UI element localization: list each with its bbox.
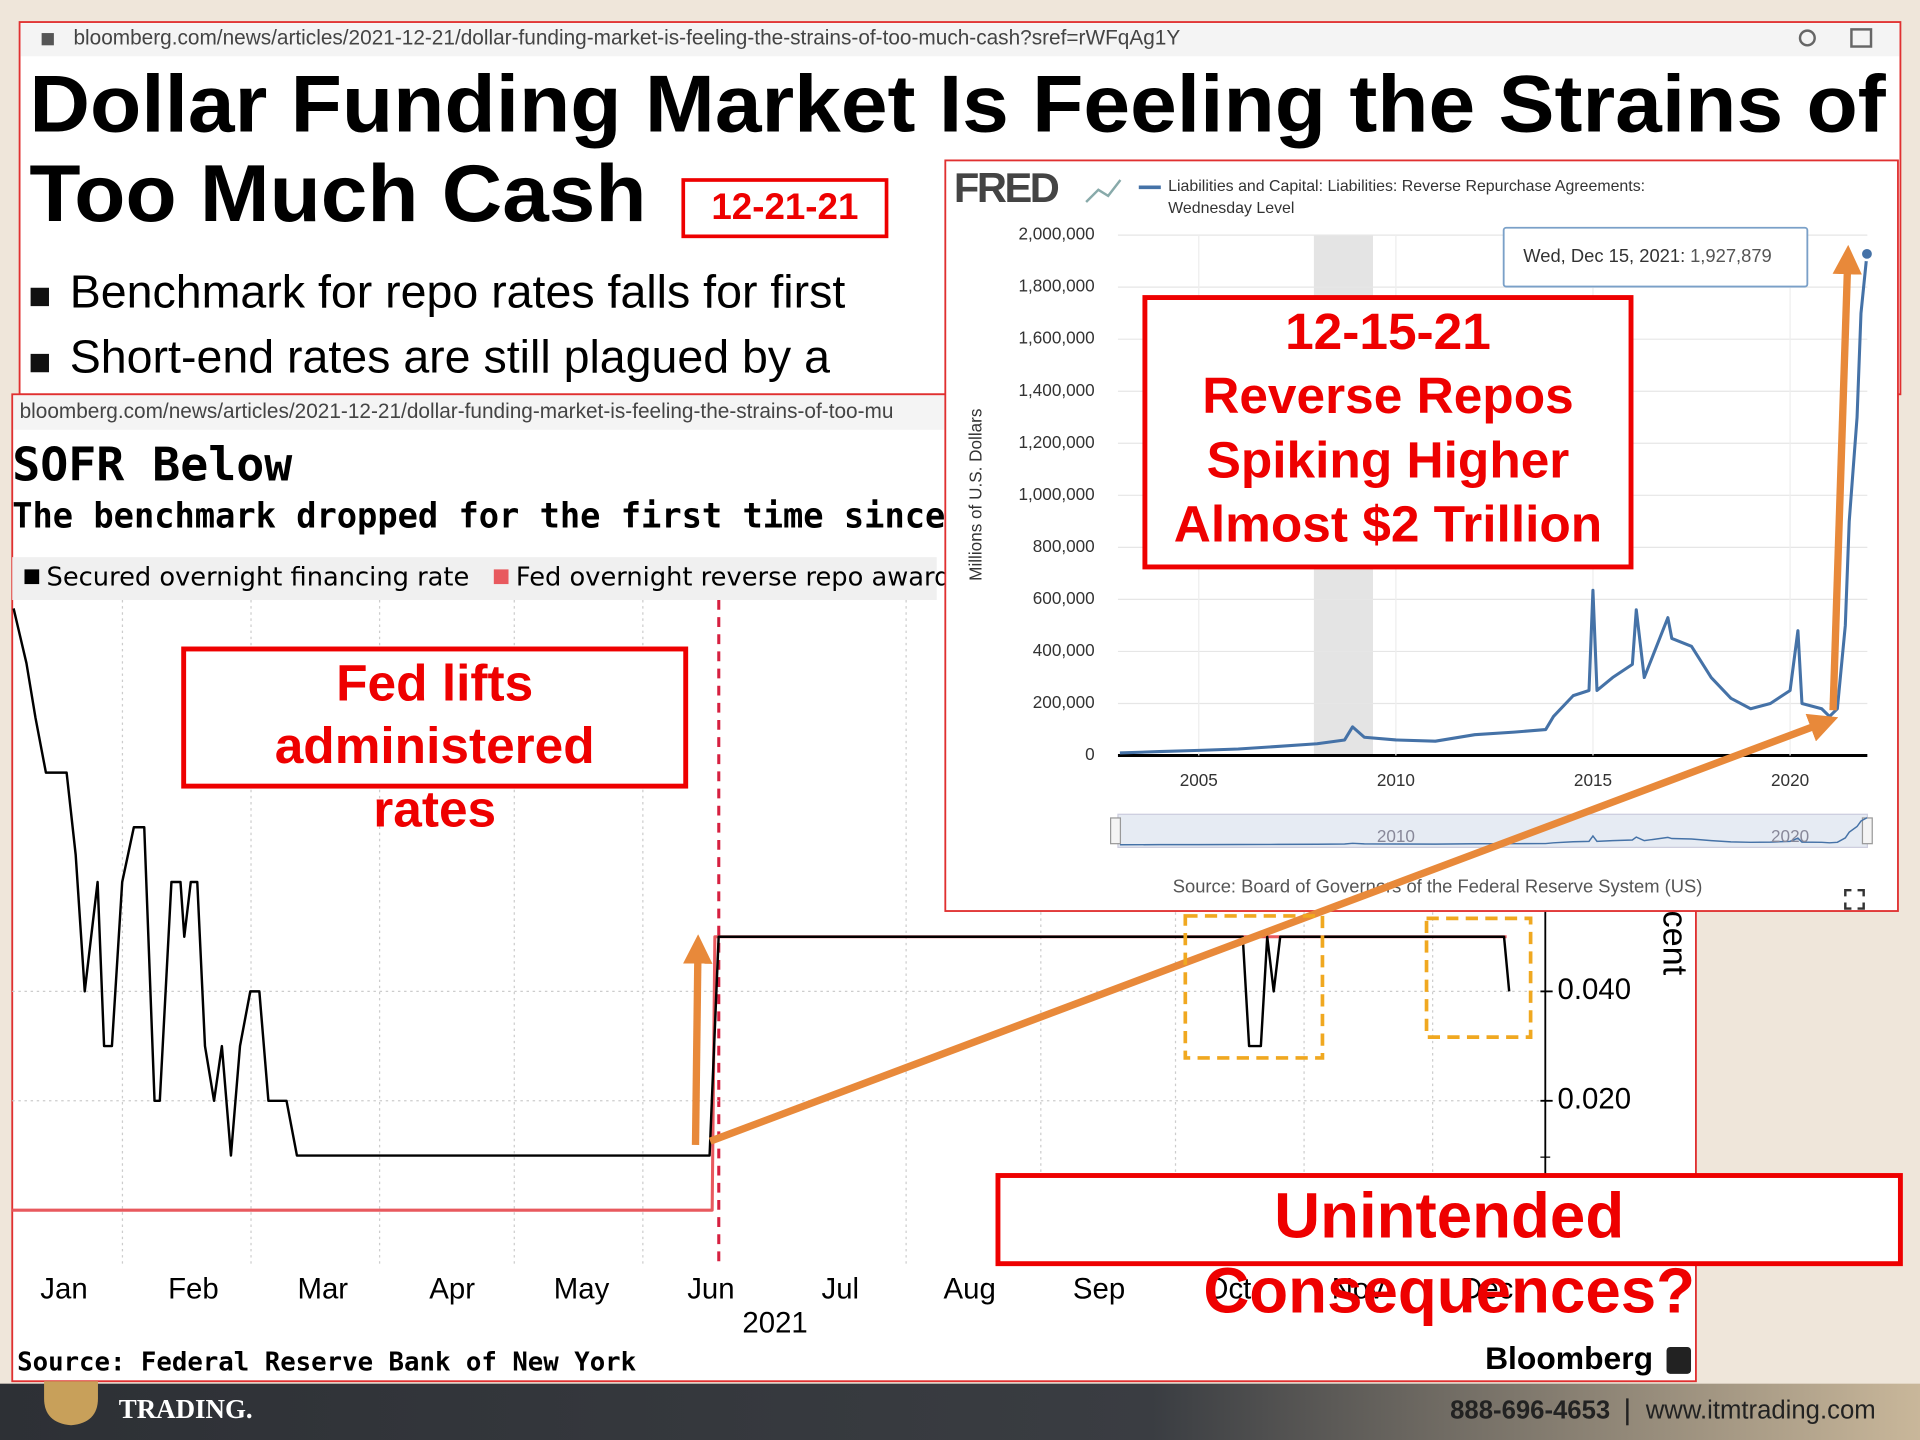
arrow xyxy=(1829,244,1862,711)
highlight-box xyxy=(1424,916,1533,1039)
source: Source: Board of Governors of the Federa… xyxy=(1173,876,1703,897)
x-tick-label: 2020 xyxy=(1771,770,1809,790)
y-tick-label: 1,400,000 xyxy=(1019,380,1095,400)
unintended-text: Unintended xyxy=(1274,1181,1624,1252)
legend-box xyxy=(12,557,937,600)
x-axis-label: 2021 xyxy=(742,1307,807,1340)
x-tick-label: 2015 xyxy=(1574,770,1612,790)
legend-text: Liabilities and Capital: Liabilities: Re… xyxy=(1168,176,1646,217)
y-tick-label: 600,000 xyxy=(1033,588,1095,608)
headline: Dollar Funding Market Is Feeling the Str… xyxy=(29,60,1886,150)
url-bar xyxy=(20,23,1900,57)
source: Source: Federal Reserve Bank of New York xyxy=(17,1347,637,1377)
highlight-box xyxy=(1183,914,1325,1060)
x-tick-label: Nov xyxy=(1332,1272,1385,1305)
reverse-repos-text: Almost $2 Trillion xyxy=(1174,494,1602,552)
brand: Bloomberg xyxy=(1485,1340,1653,1376)
headline: Too Much Cash xyxy=(29,149,646,239)
unintended-box xyxy=(995,1173,1903,1267)
y-axis-label: Millions of U.S. Dollars xyxy=(966,409,986,581)
y-tick-label: 200,000 xyxy=(1033,692,1095,712)
y-tick-label: 2,000,000 xyxy=(1019,224,1095,244)
x-tick-label: Dec xyxy=(1461,1272,1513,1305)
y-axis-label: cent xyxy=(1656,910,1694,975)
x-tick-label: Jul xyxy=(822,1272,860,1305)
reverse-repos-text: Reverse Repos xyxy=(1202,366,1573,424)
x-tick-label: Apr xyxy=(429,1272,475,1305)
legend-swatch xyxy=(24,569,40,585)
x-tick-label: Mar xyxy=(297,1272,348,1305)
tooltip-date: Wed, Dec 15, 2021: xyxy=(1523,245,1685,266)
logo-graph xyxy=(1085,179,1122,203)
y-tick-label: 0.020 xyxy=(1558,1083,1632,1116)
x-tick-label: 2005 xyxy=(1180,770,1218,790)
arrow xyxy=(683,934,713,1145)
x-tick-label: Aug xyxy=(944,1272,996,1305)
x-tick-label: Jan xyxy=(40,1272,87,1305)
lock-icon xyxy=(41,33,54,46)
chart-subtitle: The benchmark dropped for the first time… xyxy=(12,496,945,536)
navigator-label: 2010 xyxy=(1377,826,1415,846)
legend: Liabilities and Capital: Liabilities: Re… xyxy=(1168,176,1646,217)
legend-swatch xyxy=(493,569,509,585)
navigator-handle xyxy=(1110,817,1122,845)
navigator-line xyxy=(1119,817,1868,846)
y-tick-label: 0 xyxy=(1085,744,1095,764)
y-tick-label: 1,000,000 xyxy=(1019,484,1095,504)
logo-mark xyxy=(44,1381,98,1426)
x-tick-label: Feb xyxy=(168,1272,219,1305)
legend-label: Fed overnight reverse repo award rate xyxy=(516,562,1011,592)
navigator-label: 2020 xyxy=(1771,826,1809,846)
fed-lifts-box xyxy=(181,646,689,789)
tooltip-value: 1,927,879 xyxy=(1690,245,1772,266)
url: bloomberg.com/news/articles/2021-12-21/d… xyxy=(73,27,1180,50)
brand-icon xyxy=(1666,1346,1692,1374)
footer-logo: TRADING. xyxy=(119,1394,253,1424)
footer-bar xyxy=(0,1383,1920,1440)
reverse-repos-text: Spiking Higher xyxy=(1207,431,1570,489)
y-tick-label: 1,200,000 xyxy=(1019,432,1095,452)
date-tag: 12-21-21 xyxy=(711,186,858,227)
bullet-text: Short-end rates are still plagued by a xyxy=(70,330,830,382)
x-tick-label: Sep xyxy=(1073,1272,1125,1305)
tooltip-point xyxy=(1859,246,1875,262)
unintended-text: Consequences? xyxy=(1203,1255,1695,1326)
x-tick-label: Oct xyxy=(1206,1272,1252,1305)
fred-logo: FRED xyxy=(954,164,1059,211)
bullet xyxy=(30,287,49,307)
fed-lifts-text: administered xyxy=(275,716,595,774)
share-icon xyxy=(1850,28,1873,48)
navigator-handle xyxy=(1861,817,1873,845)
fed-lifts-text: rates xyxy=(373,780,496,838)
reverse-repos-box xyxy=(1142,295,1634,570)
x-tick-label: 2010 xyxy=(1377,770,1415,790)
y-tick-label: 800,000 xyxy=(1033,536,1095,556)
website: www.itmtrading.com xyxy=(1645,1397,1876,1425)
bullet-text: Benchmark for repo rates falls for first xyxy=(70,265,846,317)
bullet xyxy=(30,353,49,373)
y-tick-label: 1,800,000 xyxy=(1019,276,1095,296)
y-tick-label: 0.040 xyxy=(1558,973,1632,1006)
tooltip-box xyxy=(1502,226,1809,288)
y-tick-label: 400,000 xyxy=(1033,640,1095,660)
reverse-repos-text: 12-15-21 xyxy=(1285,302,1491,360)
url: bloomberg.com/news/articles/2021-12-21/d… xyxy=(20,400,894,423)
x-tick-label: Jun xyxy=(687,1272,734,1305)
fullscreen-icon xyxy=(1844,888,1865,910)
arrow xyxy=(708,713,1839,1145)
series-line xyxy=(1119,253,1869,755)
date-box xyxy=(681,178,889,239)
chart-title: SOFR Below xyxy=(12,437,292,491)
y-tick-label: 1,600,000 xyxy=(1019,328,1095,348)
fed-lifts-text: Fed lifts xyxy=(336,654,533,712)
series-line xyxy=(12,608,1511,1157)
legend-label: Secured overnight financing rate xyxy=(47,562,470,592)
x-tick-label: May xyxy=(554,1272,610,1305)
phone: 888-696-4653 xyxy=(1450,1397,1610,1425)
zoom-icon xyxy=(1798,29,1816,47)
